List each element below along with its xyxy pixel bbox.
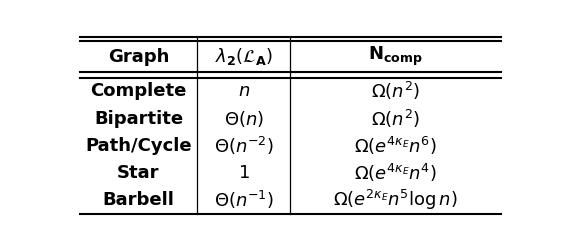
Text: Barbell: Barbell <box>102 191 174 209</box>
Text: $\Omega(n^2)$: $\Omega(n^2)$ <box>371 80 420 102</box>
Text: Graph: Graph <box>108 48 169 66</box>
Text: $1$: $1$ <box>238 164 250 182</box>
Text: $n$: $n$ <box>238 82 250 100</box>
Text: Complete: Complete <box>91 82 187 100</box>
Text: $\Omega(e^{4\kappa_E}n^4)$: $\Omega(e^{4\kappa_E}n^4)$ <box>354 162 437 184</box>
Text: $\Omega(e^{4\kappa_E}n^6)$: $\Omega(e^{4\kappa_E}n^6)$ <box>354 135 437 157</box>
Text: $\Theta(n^{-1})$: $\Theta(n^{-1})$ <box>214 189 274 211</box>
Text: Path/Cycle: Path/Cycle <box>85 137 192 155</box>
Text: Bipartite: Bipartite <box>94 110 183 128</box>
Text: $\Omega(e^{2\kappa_E}n^5 \log n)$: $\Omega(e^{2\kappa_E}n^5 \log n)$ <box>333 188 457 212</box>
Text: Star: Star <box>117 164 160 182</box>
Text: $\Omega(n^2)$: $\Omega(n^2)$ <box>371 108 420 130</box>
Text: $\mathbf{N}_\mathbf{comp}$: $\mathbf{N}_\mathbf{comp}$ <box>368 45 423 68</box>
Text: $\Theta(n^{-2})$: $\Theta(n^{-2})$ <box>214 135 274 157</box>
Text: $\lambda_\mathbf{2}(\mathcal{L}_\mathbf{A})$: $\lambda_\mathbf{2}(\mathcal{L}_\mathbf{… <box>215 46 273 67</box>
Text: $\Theta(n)$: $\Theta(n)$ <box>224 109 264 129</box>
